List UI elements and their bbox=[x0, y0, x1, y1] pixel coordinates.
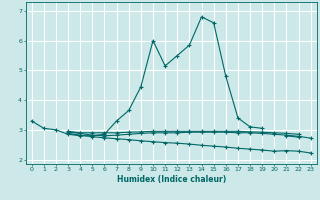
X-axis label: Humidex (Indice chaleur): Humidex (Indice chaleur) bbox=[116, 175, 226, 184]
